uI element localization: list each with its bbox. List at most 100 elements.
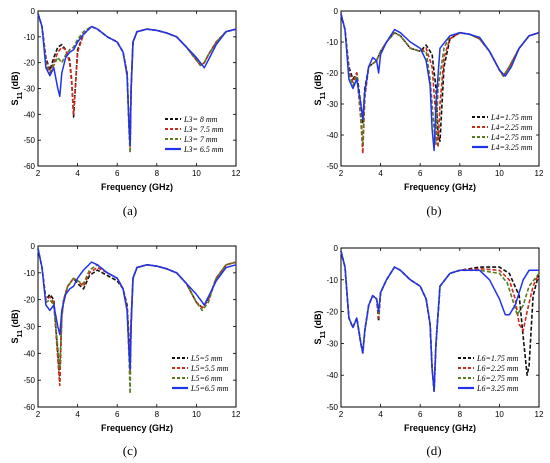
x-axis-label: Frequency (GHz) bbox=[404, 182, 476, 192]
legend-label: L4=1.75 mm bbox=[490, 113, 533, 122]
x-tick-label: 2 bbox=[339, 169, 344, 178]
legend-label: L6=2.25 mm bbox=[476, 364, 519, 373]
y-tick-label: -60 bbox=[23, 162, 35, 171]
x-tick-label: 10 bbox=[192, 410, 201, 419]
y-axis-label-base: S bbox=[313, 99, 323, 105]
y-tick-label: -50 bbox=[326, 162, 338, 171]
chart-panel-a: 2 4 6 8 10 12 0 -10 -20 -30 -40 -50 -60 Frequency (GH… bbox=[10, 7, 241, 218]
y-tick-label: -50 bbox=[326, 403, 338, 412]
legend-label: L4=3.25 mm bbox=[490, 143, 533, 152]
y-tick-label: -30 bbox=[326, 100, 338, 109]
y-axis-label-base: S bbox=[10, 99, 20, 105]
series-line-4 bbox=[37, 248, 237, 371]
legend-label: L5=5.5 mm bbox=[190, 364, 229, 373]
panel-caption: (d) bbox=[426, 443, 441, 458]
series-line-2 bbox=[340, 13, 540, 155]
y-tick-label: -10 bbox=[23, 269, 35, 278]
y-axis-label-base: S bbox=[313, 338, 323, 344]
legend-label: L3= 8 mm bbox=[183, 115, 218, 124]
y-tick-label: -40 bbox=[326, 371, 338, 380]
legend-label: L3= 7 mm bbox=[183, 135, 218, 144]
x-tick-label: 8 bbox=[155, 169, 160, 178]
y-tick-label: -50 bbox=[23, 376, 35, 385]
x-tick-label: 10 bbox=[495, 410, 504, 419]
y-tick-label: 0 bbox=[334, 244, 339, 253]
series-line-3 bbox=[340, 251, 540, 392]
y-tick-label: -30 bbox=[326, 339, 338, 348]
x-tick-label: 8 bbox=[458, 169, 463, 178]
y-tick-label: -10 bbox=[23, 33, 35, 42]
series-line-4 bbox=[340, 251, 539, 392]
y-tick-label: 0 bbox=[31, 242, 36, 251]
x-tick-label: 10 bbox=[495, 169, 504, 178]
y-tick-label: -50 bbox=[23, 136, 35, 145]
y-axis-label-unit: (dB) bbox=[10, 310, 20, 331]
y-tick-label: -10 bbox=[326, 38, 338, 47]
x-axis-label: Frequency (GHz) bbox=[101, 423, 173, 433]
legend-label: L6=3.25 mm bbox=[476, 384, 519, 393]
x-tick-label: 6 bbox=[115, 169, 120, 178]
chart-panel-c: 2 4 6 8 10 12 0 -10 -20 -30 -40 -50 -60 Frequency (GH… bbox=[10, 242, 241, 458]
x-tick-label: 12 bbox=[232, 410, 241, 419]
legend-label: L4=2.75 mm bbox=[490, 133, 533, 142]
x-tick-label: 2 bbox=[36, 410, 41, 419]
y-axis-label-sub: 11 bbox=[17, 92, 24, 100]
legend-label: L5=5 mm bbox=[190, 354, 223, 363]
y-axis-label-sub: 11 bbox=[320, 331, 327, 339]
series-line-4 bbox=[37, 13, 237, 147]
legend-label: L3= 7.5 mm bbox=[183, 125, 224, 134]
x-axis-label: Frequency (GHz) bbox=[404, 423, 476, 433]
y-axis-label: S11 (dB) bbox=[10, 72, 24, 106]
y-tick-label: -30 bbox=[23, 323, 35, 332]
y-tick-label: -20 bbox=[326, 69, 338, 78]
y-tick-label: -20 bbox=[23, 296, 35, 305]
y-axis-label: S11 (dB) bbox=[313, 311, 327, 345]
y-axis-label-base: S bbox=[10, 337, 20, 343]
legend-label: L4=2.25 mm bbox=[490, 123, 533, 132]
y-tick-label: -10 bbox=[326, 276, 338, 285]
x-tick-label: 2 bbox=[36, 169, 41, 178]
legend-label: L5=6 mm bbox=[190, 374, 223, 383]
x-tick-label: 6 bbox=[418, 169, 423, 178]
x-tick-label: 12 bbox=[535, 410, 544, 419]
x-tick-label: 10 bbox=[192, 169, 201, 178]
x-tick-label: 8 bbox=[155, 410, 160, 419]
x-tick-label: 4 bbox=[75, 169, 80, 178]
x-axis-label: Frequency (GHz) bbox=[101, 182, 173, 192]
x-tick-label: 6 bbox=[115, 410, 120, 419]
y-tick-label: 0 bbox=[334, 7, 339, 16]
plot-frame bbox=[340, 247, 540, 408]
y-tick-label: -40 bbox=[23, 349, 35, 358]
x-tick-label: 2 bbox=[339, 410, 344, 419]
x-tick-label: 12 bbox=[232, 169, 241, 178]
plot-frame bbox=[340, 10, 540, 167]
y-tick-label: -60 bbox=[23, 403, 35, 412]
y-tick-label: 0 bbox=[31, 7, 36, 16]
y-tick-label: -30 bbox=[23, 85, 35, 94]
y-axis-label-unit: (dB) bbox=[313, 311, 323, 332]
panel-caption: (c) bbox=[123, 443, 137, 458]
y-tick-label: -20 bbox=[23, 59, 35, 68]
panel-caption: (b) bbox=[426, 203, 441, 218]
x-tick-label: 12 bbox=[535, 169, 544, 178]
legend-label: L5=6.5 mm bbox=[190, 384, 229, 393]
x-tick-label: 6 bbox=[418, 410, 423, 419]
y-tick-label: -40 bbox=[326, 131, 338, 140]
y-axis-label-sub: 11 bbox=[17, 330, 24, 338]
y-tick-label: -40 bbox=[23, 110, 35, 119]
x-tick-label: 8 bbox=[458, 410, 463, 419]
y-axis-label-unit: (dB) bbox=[313, 72, 323, 93]
x-tick-label: 4 bbox=[75, 410, 80, 419]
y-axis-label: S11 (dB) bbox=[10, 310, 24, 344]
x-tick-label: 4 bbox=[378, 169, 383, 178]
x-tick-label: 4 bbox=[378, 410, 383, 419]
y-axis-label: S11 (dB) bbox=[313, 72, 327, 106]
legend-label: L6=2.75 mm bbox=[476, 374, 519, 383]
y-axis-label-sub: 11 bbox=[320, 92, 327, 100]
chart-panel-b: 2 4 6 8 10 12 0 -10 -20 -30 -40 -50 Frequency (GHz) S… bbox=[313, 7, 544, 218]
